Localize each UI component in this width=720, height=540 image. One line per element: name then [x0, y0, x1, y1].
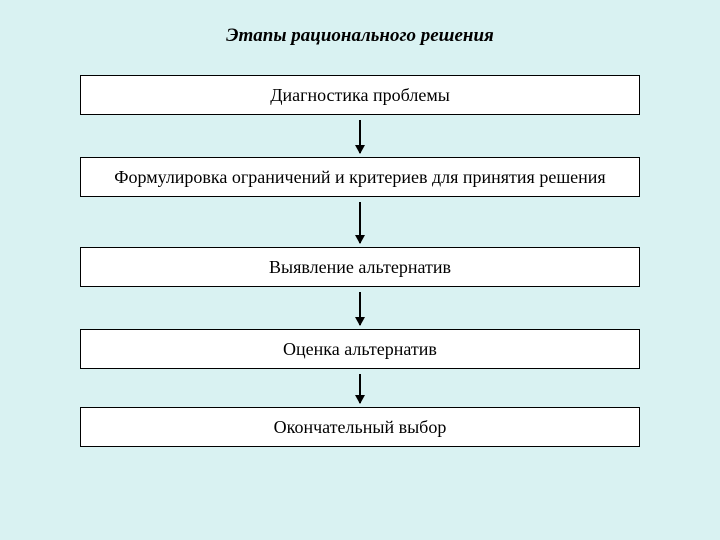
flow-node: Окончательный выбор: [80, 407, 640, 447]
flow-arrow: [359, 369, 361, 407]
flowchart-container: Диагностика проблемы Формулировка ограни…: [80, 75, 640, 447]
flow-arrow: [359, 197, 361, 247]
flow-arrow: [359, 115, 361, 157]
flow-node: Формулировка ограничений и критериев для…: [80, 157, 640, 197]
flow-node: Диагностика проблемы: [80, 75, 640, 115]
flow-node: Выявление альтернатив: [80, 247, 640, 287]
flow-arrow: [359, 287, 361, 329]
diagram-title: Этапы рационального решения: [226, 25, 494, 47]
flow-node: Оценка альтернатив: [80, 329, 640, 369]
